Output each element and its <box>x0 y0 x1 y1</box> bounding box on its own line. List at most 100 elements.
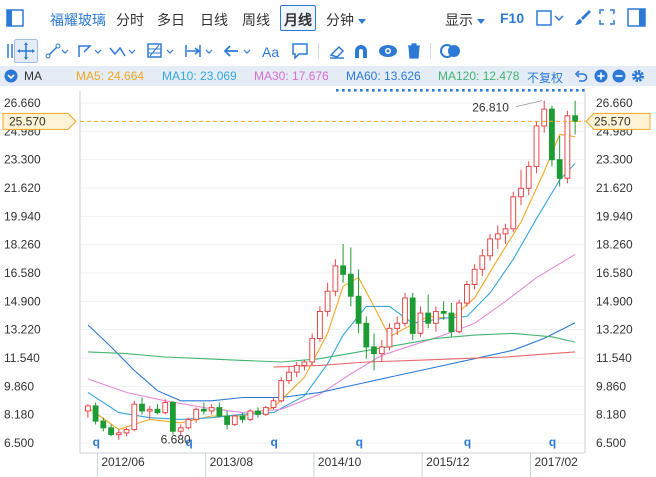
candle-body <box>131 403 138 431</box>
candle <box>572 100 579 135</box>
candle-body <box>425 312 432 324</box>
brush-icon[interactable] <box>574 8 592 26</box>
line-tool-icon[interactable] <box>45 42 69 60</box>
range-marker-dot <box>396 89 399 92</box>
candle-body <box>494 233 501 240</box>
candle <box>394 316 401 336</box>
range-marker-dot <box>348 89 351 92</box>
candle <box>177 424 184 437</box>
candle <box>340 243 347 283</box>
tab-monthly[interactable]: 月线 <box>284 12 312 28</box>
trash-icon[interactable] <box>406 42 422 60</box>
eraser-icon[interactable] <box>328 42 346 60</box>
candles <box>85 100 579 440</box>
arrow-tool-icon[interactable] <box>222 42 254 60</box>
ma-label[interactable]: MA <box>24 69 42 83</box>
wave-tool-icon[interactable] <box>108 42 138 60</box>
y-tick-label-right: 23.300 <box>596 153 633 167</box>
candle <box>471 264 478 290</box>
tab-intraday[interactable]: 分时 <box>116 12 144 28</box>
candle <box>286 367 292 384</box>
candle-body <box>216 407 223 417</box>
tab-weekly[interactable]: 周线 <box>242 12 270 28</box>
tab-daily[interactable]: 日线 <box>200 12 228 28</box>
eye-icon[interactable] <box>378 42 398 60</box>
window-layout-icon[interactable] <box>536 10 564 26</box>
price-flag-right-label: 25.570 <box>594 114 631 128</box>
kline-chart[interactable]: 26.66024.98023.30021.62019.94018.26016.5… <box>0 86 656 477</box>
text-tool[interactable]: Aa <box>262 44 280 60</box>
candle-body <box>479 255 486 270</box>
candle-body <box>100 420 107 429</box>
candle-body <box>231 415 238 425</box>
event-marker: q <box>93 435 100 449</box>
sidebar-toggle-icon[interactable] <box>6 9 24 27</box>
crosshair-tool-icon[interactable] <box>14 39 38 63</box>
candle <box>386 323 393 351</box>
tab-multi-day[interactable]: 多日 <box>157 12 185 28</box>
candle <box>139 397 145 415</box>
comment-tool-icon[interactable] <box>291 42 309 60</box>
grid-lines <box>0 86 656 477</box>
event-marker: q <box>549 435 556 449</box>
candle-body <box>108 427 114 435</box>
restore-rights-dropdown[interactable]: 不复权 <box>527 71 564 85</box>
settings-gear-icon[interactable] <box>630 68 646 84</box>
candle <box>293 362 300 378</box>
y-tick-label-left: 8.180 <box>4 408 34 422</box>
candle <box>363 316 370 359</box>
range-marker-dot <box>474 89 477 92</box>
candle <box>216 402 223 418</box>
drag-handle-icon[interactable] <box>6 43 14 59</box>
candle <box>371 333 377 371</box>
candle-body <box>433 311 439 324</box>
tab-monthly-active-bg <box>280 5 316 31</box>
range-tool-icon[interactable] <box>184 42 216 60</box>
candle-body <box>464 284 470 304</box>
fullscreen-icon[interactable] <box>598 8 616 26</box>
fibonacci-tool-icon[interactable] <box>146 41 176 61</box>
candle <box>193 407 200 423</box>
ma60-value: MA60: 13.626 <box>346 69 421 83</box>
ma120-value: MA120: 12.478 <box>438 69 520 83</box>
price-flag-left <box>2 112 77 130</box>
polyline-tool-icon[interactable] <box>76 42 104 60</box>
collapse-icon[interactable] <box>4 69 18 83</box>
candle <box>201 402 207 415</box>
undo-icon[interactable] <box>574 69 588 83</box>
magnet-icon[interactable] <box>352 42 370 60</box>
candle <box>549 105 555 167</box>
candle <box>301 360 308 371</box>
candle-body <box>278 380 285 402</box>
price-flag-left-label: 25.570 <box>9 114 46 128</box>
candle-body <box>456 302 463 333</box>
panel-toggle-icon[interactable] <box>627 8 647 28</box>
candle <box>425 294 432 329</box>
candle-body <box>564 115 571 179</box>
high-pointer <box>516 100 543 108</box>
y-tick-label-right: 11.540 <box>596 351 632 365</box>
range-marker-dot <box>378 89 381 92</box>
compare-icon[interactable] <box>440 43 462 59</box>
stock-name[interactable]: 福耀玻璃 <box>50 12 106 28</box>
candle <box>502 223 509 244</box>
ma5-value: MA5: 24.664 <box>76 69 145 83</box>
candle-body <box>525 165 532 189</box>
y-tick-label-left: 6.500 <box>4 436 34 450</box>
range-marker-dot <box>552 89 555 92</box>
candle-body <box>487 238 494 257</box>
tab-minute[interactable]: 分钟 <box>326 10 366 30</box>
remove-indicator-icon[interactable] <box>612 69 626 83</box>
candle <box>270 397 277 410</box>
candle-body <box>386 327 393 348</box>
add-indicator-icon[interactable] <box>594 69 608 83</box>
display-dropdown[interactable]: 显示 <box>445 10 485 30</box>
candle-body <box>409 297 416 334</box>
candle <box>154 404 161 415</box>
f10-button[interactable]: F10 <box>500 10 525 26</box>
y-tick-label-right: 26.660 <box>596 96 633 110</box>
price-flag-right <box>585 112 651 130</box>
range-marker-dot <box>450 89 453 92</box>
candle-body <box>317 311 323 339</box>
ma30-line <box>87 253 576 414</box>
